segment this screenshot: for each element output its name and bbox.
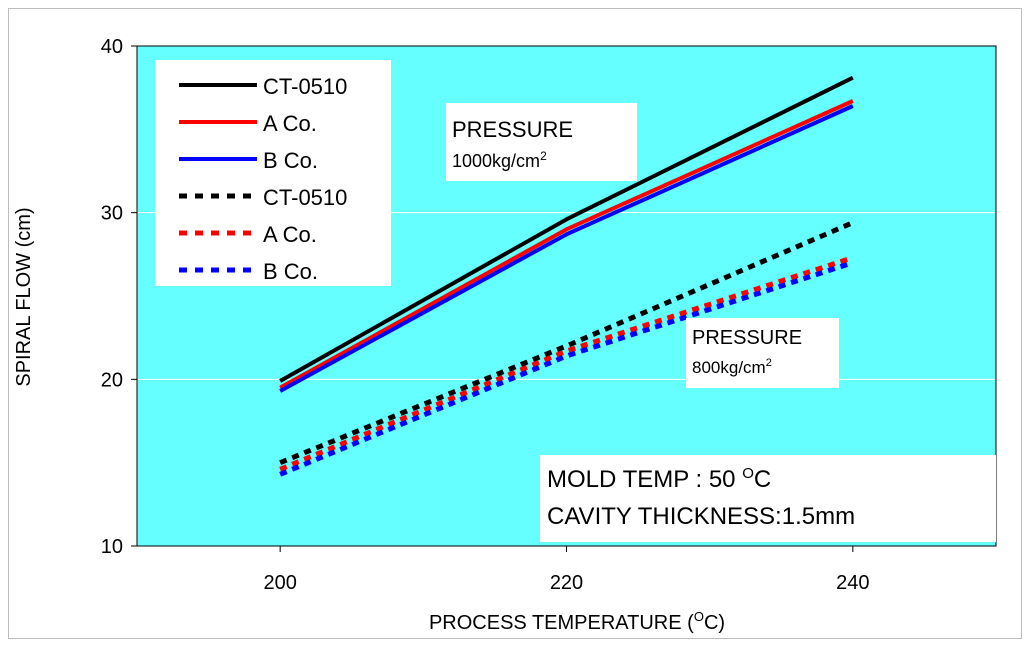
chart-frame: 10 20 30 40 200 220 240 CT-0510 A Co. B Co. CT-05… bbox=[8, 8, 1022, 639]
annotation-pressure-high-line2: 1000kg/cm2 bbox=[452, 149, 547, 171]
annotation-pressure-high: PRESSURE 1000kg/cm2 bbox=[446, 103, 637, 181]
legend-box bbox=[155, 60, 391, 286]
y-tick-label-20: 20 bbox=[101, 369, 123, 391]
series-line-1 bbox=[279, 75, 854, 383]
annotation-pressure-low-line1: PRESSURE bbox=[692, 327, 802, 349]
annotation-pressure-low: PRESSURE 800kg/cm2 bbox=[686, 318, 839, 388]
legend-label-6: B Co. bbox=[263, 259, 318, 284]
annotation-pressure-low-line2: 800kg/cm2 bbox=[692, 357, 772, 377]
annotation-mold-temp: MOLD TEMP : 50 OC bbox=[547, 465, 771, 493]
annotation-pressure-high-line1: PRESSURE bbox=[452, 117, 573, 142]
annotation-cavity: CAVITY THICKNESS:1.5mm bbox=[547, 503, 855, 530]
y-tick-label-40: 40 bbox=[101, 36, 123, 58]
x-tick-label-240: 240 bbox=[836, 572, 869, 594]
series-line-3 bbox=[279, 104, 854, 393]
series-line-5 bbox=[279, 255, 854, 472]
series-line-2 bbox=[279, 99, 854, 390]
x-tick-label-220: 220 bbox=[550, 572, 583, 594]
legend-label-4: CT-0510 bbox=[263, 185, 347, 210]
series-layer bbox=[279, 75, 854, 477]
x-tick-label-200: 200 bbox=[263, 572, 296, 594]
legend-label-3: B Co. bbox=[263, 148, 318, 173]
tick-labels: 10 20 30 40 200 220 240 bbox=[101, 36, 870, 594]
legend-label-2: A Co. bbox=[263, 111, 317, 136]
y-tick-label-30: 30 bbox=[101, 203, 123, 225]
annotation-conditions: MOLD TEMP : 50 OC CAVITY THICKNESS:1.5mm bbox=[540, 455, 996, 542]
x-axis-title: PROCESS TEMPERATURE (OC) bbox=[429, 609, 725, 634]
annotation-conditions-box bbox=[540, 455, 996, 542]
annotation-pressure-high-box bbox=[446, 103, 637, 181]
legend-label-1: CT-0510 bbox=[263, 74, 347, 99]
legend: CT-0510 A Co. B Co. CT-0510 A Co. B Co. bbox=[155, 60, 391, 286]
series-line-6 bbox=[279, 260, 854, 477]
y-tick-label-10: 10 bbox=[101, 536, 123, 558]
legend-label-5: A Co. bbox=[263, 222, 317, 247]
annotation-pressure-low-box bbox=[686, 318, 839, 388]
y-axis-title: SPIRAL FLOW (cm) bbox=[13, 207, 35, 386]
